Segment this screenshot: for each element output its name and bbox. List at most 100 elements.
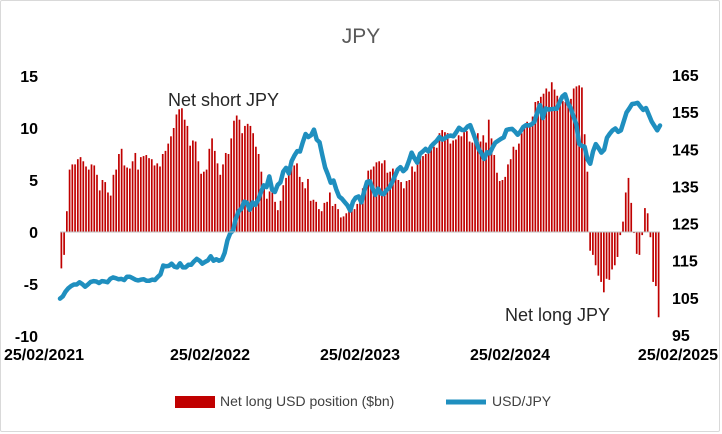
bar <box>241 133 244 232</box>
bar <box>361 188 364 232</box>
bar <box>449 143 452 232</box>
bar <box>170 136 172 232</box>
bar <box>545 88 548 232</box>
bar <box>649 232 652 238</box>
bar <box>342 216 345 232</box>
bar <box>205 169 208 232</box>
bar <box>287 168 290 232</box>
bar <box>435 147 438 232</box>
bar <box>594 232 597 266</box>
bar <box>641 232 644 236</box>
left-tick-label: 0 <box>29 225 38 242</box>
bar <box>526 121 528 232</box>
bar <box>186 125 189 232</box>
legend-bar-swatch <box>175 396 215 408</box>
bar <box>493 155 496 232</box>
bar <box>312 199 315 232</box>
bar <box>416 161 419 232</box>
bar <box>279 200 282 232</box>
bar <box>337 209 339 232</box>
bar <box>457 135 460 232</box>
bar <box>115 169 118 232</box>
right-tick-label: 145 <box>672 142 699 159</box>
bar <box>145 155 148 232</box>
bar <box>367 170 370 232</box>
bar <box>570 98 572 232</box>
bar <box>194 141 197 232</box>
line-layer <box>57 92 663 301</box>
bar <box>107 192 109 232</box>
right-tick-label: 155 <box>672 105 699 122</box>
right-tick-label: 125 <box>672 217 699 234</box>
right-tick-label: 105 <box>672 291 699 308</box>
bar <box>370 169 372 232</box>
bar <box>471 142 474 232</box>
bar <box>444 132 446 232</box>
bar <box>309 200 312 232</box>
bar <box>120 148 123 232</box>
bar <box>553 89 556 233</box>
bar <box>487 119 490 232</box>
bar <box>408 180 411 232</box>
usdjpy-line <box>57 92 663 301</box>
bar <box>602 232 605 293</box>
bar <box>76 159 79 232</box>
bar <box>183 119 186 232</box>
bar <box>329 192 331 232</box>
bar <box>118 154 120 232</box>
bar <box>504 176 507 232</box>
bar <box>66 211 68 232</box>
bar <box>638 232 641 255</box>
bar <box>534 102 537 232</box>
bar <box>608 232 611 280</box>
bar <box>101 180 104 232</box>
bar <box>583 134 586 232</box>
bar <box>246 123 249 232</box>
bar <box>318 209 320 232</box>
bar <box>274 201 276 232</box>
axes-layer: -10 -5 0 5 10 15 95 105 115 125 135 145 155 165 25/02/… <box>4 68 718 364</box>
bar <box>331 206 334 232</box>
bar <box>509 159 512 232</box>
bar <box>496 172 498 232</box>
x-tick-label: 25/02/2021 <box>4 347 84 364</box>
bar <box>320 211 323 232</box>
bar <box>402 188 405 232</box>
bar <box>572 88 575 232</box>
annotation-net-long: Net long JPY <box>505 305 610 325</box>
bar <box>71 164 74 232</box>
bar <box>156 163 159 232</box>
bar <box>68 169 71 232</box>
bar <box>523 128 526 232</box>
bar <box>315 201 318 232</box>
bar <box>419 156 422 232</box>
bar <box>578 85 581 232</box>
bar <box>646 213 649 232</box>
bar <box>490 138 493 232</box>
bar <box>98 190 101 232</box>
bar <box>518 143 520 232</box>
bar <box>413 171 416 232</box>
bar <box>304 188 307 232</box>
bar <box>485 142 487 232</box>
bar <box>561 100 564 233</box>
bar <box>153 165 156 232</box>
bar <box>290 166 293 232</box>
bar <box>208 148 211 232</box>
left-tick-label: -5 <box>24 277 38 294</box>
bar <box>139 157 142 232</box>
bar <box>271 192 274 232</box>
bar <box>350 202 353 232</box>
bar <box>364 182 367 232</box>
left-tick-label: -10 <box>15 329 38 346</box>
bar <box>592 232 594 255</box>
bar <box>202 171 205 232</box>
bar <box>611 232 613 270</box>
bar <box>389 171 391 232</box>
bar <box>392 168 394 232</box>
bar <box>296 163 298 232</box>
bar <box>307 178 309 232</box>
bar <box>400 182 402 232</box>
bar <box>537 100 539 233</box>
